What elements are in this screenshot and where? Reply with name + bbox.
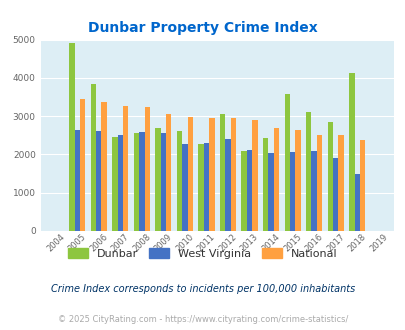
Bar <box>144 107 149 231</box>
Bar <box>220 114 225 231</box>
Bar <box>112 137 117 231</box>
Bar <box>332 158 337 231</box>
Bar <box>187 117 192 231</box>
Bar <box>230 118 235 231</box>
Bar <box>90 83 96 231</box>
Bar <box>348 73 354 231</box>
Bar <box>139 132 144 231</box>
Bar <box>123 106 128 231</box>
Bar <box>316 135 322 231</box>
Bar <box>252 120 257 231</box>
Bar <box>177 131 182 231</box>
Bar <box>69 44 75 231</box>
Bar <box>337 135 343 231</box>
Bar <box>80 99 85 231</box>
Bar <box>182 144 187 231</box>
Bar <box>305 112 311 231</box>
Bar <box>160 133 166 231</box>
Bar <box>273 128 279 231</box>
Bar <box>166 114 171 231</box>
Bar <box>359 140 364 231</box>
Bar <box>327 122 332 231</box>
Bar <box>311 151 316 231</box>
Bar <box>284 94 289 231</box>
Bar <box>209 118 214 231</box>
Bar <box>225 139 230 231</box>
Bar <box>262 138 268 231</box>
Bar <box>101 102 107 231</box>
Text: Dunbar Property Crime Index: Dunbar Property Crime Index <box>88 21 317 35</box>
Bar <box>96 131 101 231</box>
Bar <box>289 152 294 231</box>
Bar <box>294 130 300 231</box>
Bar <box>117 135 123 231</box>
Bar <box>155 128 160 231</box>
Bar <box>75 130 80 231</box>
Legend: Dunbar, West Virginia, National: Dunbar, West Virginia, National <box>64 244 341 263</box>
Bar <box>203 143 209 231</box>
Bar <box>198 145 203 231</box>
Bar <box>246 150 252 231</box>
Bar <box>241 151 246 231</box>
Bar <box>268 152 273 231</box>
Bar <box>133 133 139 231</box>
Text: Crime Index corresponds to incidents per 100,000 inhabitants: Crime Index corresponds to incidents per… <box>51 284 354 294</box>
Bar <box>354 174 359 231</box>
Text: © 2025 CityRating.com - https://www.cityrating.com/crime-statistics/: © 2025 CityRating.com - https://www.city… <box>58 315 347 324</box>
